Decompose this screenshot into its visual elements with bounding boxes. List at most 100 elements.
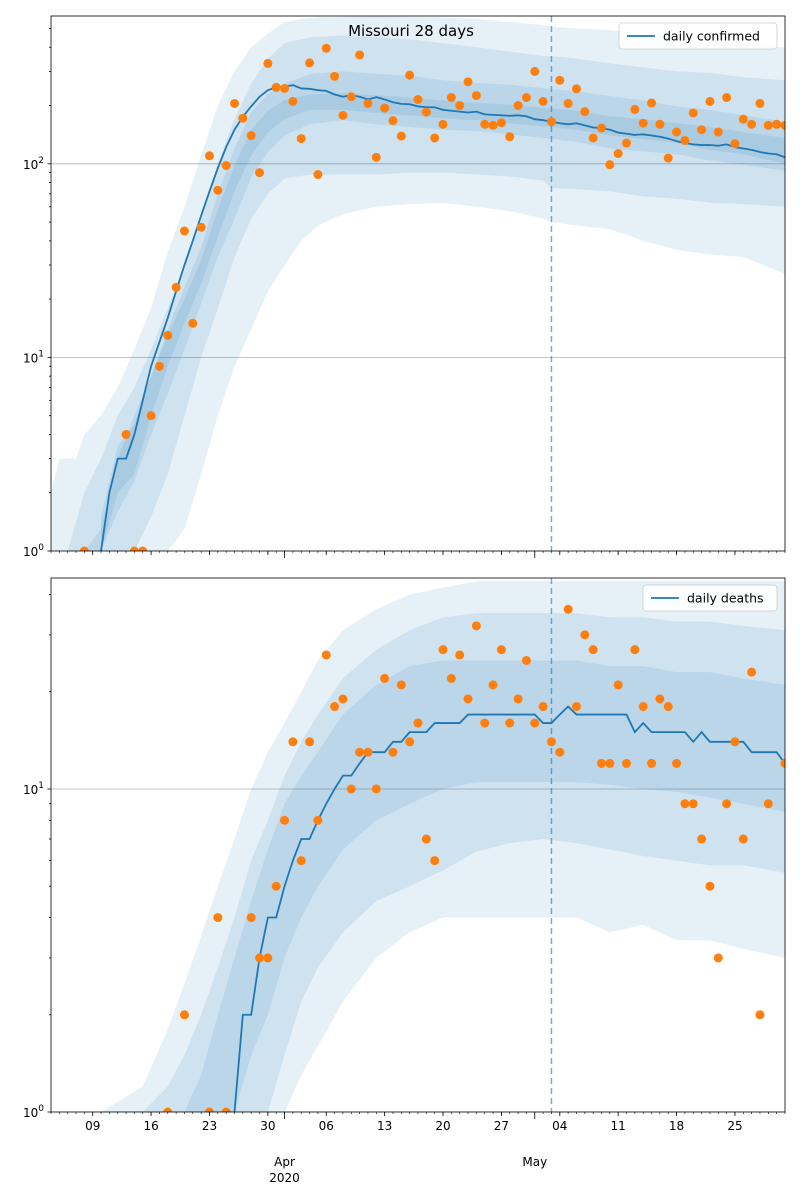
data-point: [455, 650, 465, 660]
data-point: [488, 120, 498, 130]
data-point: [405, 737, 415, 747]
data-point: [530, 718, 540, 728]
data-point: [588, 133, 598, 143]
data-point: [263, 58, 273, 68]
data-point: [280, 83, 290, 93]
y-tick-label: 102: [23, 156, 44, 172]
data-point: [730, 737, 740, 747]
data-point: [688, 108, 698, 118]
data-point: [763, 120, 773, 130]
data-point: [213, 913, 223, 923]
data-point: [680, 135, 690, 145]
x-year-label: 2020: [269, 1171, 300, 1185]
data-point: [204, 1107, 214, 1112]
data-point: [597, 123, 606, 133]
x-month-label: Apr: [274, 1155, 295, 1169]
data-point: [530, 66, 540, 76]
legend-box: [642, 584, 778, 612]
data-point: [747, 667, 757, 677]
data-point: [513, 101, 523, 111]
data-point: [697, 125, 707, 135]
data-point: [188, 318, 198, 328]
data-point: [638, 118, 648, 128]
data-point: [538, 702, 548, 712]
data-point: [405, 70, 415, 80]
plot-area: [51, 16, 785, 551]
y-tick-exponent: 0: [38, 543, 44, 553]
y-tick-exponent: 2: [38, 156, 44, 166]
data-point: [438, 645, 448, 655]
data-point: [597, 758, 606, 768]
data-point: [672, 127, 682, 137]
data-point: [655, 694, 665, 704]
band-middle: [142, 613, 785, 1112]
legend-box: [618, 22, 778, 50]
data-point: [380, 103, 390, 113]
data-point: [346, 784, 356, 794]
data-point: [555, 75, 565, 85]
data-point: [622, 138, 632, 148]
data-point: [430, 133, 440, 143]
data-point: [305, 737, 315, 747]
data-point: [221, 1107, 231, 1112]
data-point: [772, 119, 782, 129]
y-tick-label: 100: [23, 543, 44, 559]
deaths-panel: 100 101 09 16 23 30 06 13 20 27 04 11 18 25 Apr 2020 May…: [23, 577, 786, 1185]
data-point: [622, 758, 632, 768]
data-point: [647, 758, 657, 768]
data-point: [647, 98, 657, 108]
data-point: [630, 645, 640, 655]
chart-title: Missouri 28 days: [348, 22, 474, 40]
x-tick-label: 13: [377, 1119, 392, 1133]
data-point: [546, 737, 556, 747]
data-point: [697, 834, 707, 844]
data-point: [288, 96, 298, 106]
band-outer: [51, 16, 785, 551]
data-point: [505, 718, 515, 728]
data-point: [496, 118, 506, 128]
data-point: [346, 92, 356, 102]
data-point: [738, 834, 748, 844]
data-point: [288, 737, 298, 747]
data-point: [296, 134, 306, 144]
x-tick-label: 30: [260, 1119, 275, 1133]
data-point: [780, 758, 785, 768]
data-point: [713, 953, 723, 963]
data-point: [204, 151, 214, 161]
data-point: [321, 650, 331, 660]
data-point: [538, 96, 548, 106]
data-point: [371, 152, 381, 162]
data-point: [79, 546, 89, 551]
data-point: [446, 93, 456, 103]
data-point: [555, 747, 565, 757]
series-line: [100, 84, 785, 551]
y-tick-label: 101: [23, 349, 44, 365]
data-point: [571, 702, 581, 712]
data-point: [505, 132, 515, 142]
legend-label: daily deaths: [687, 591, 764, 606]
data-point: [154, 361, 164, 371]
y-tick-exponent: 1: [38, 781, 44, 791]
data-point: [296, 856, 306, 866]
data-point: [763, 799, 773, 809]
data-point: [455, 101, 465, 111]
data-point: [563, 98, 573, 108]
data-point: [396, 680, 406, 690]
data-point: [663, 702, 673, 712]
data-point: [246, 131, 256, 141]
y-tick-exponent: 0: [38, 1104, 44, 1114]
data-point: [213, 185, 223, 195]
x-tick-label: 09: [85, 1119, 100, 1133]
y-tick-label: 100: [23, 1104, 44, 1120]
plot-area: [51, 578, 785, 1112]
y-tick-exponent: 1: [38, 349, 44, 359]
data-point: [571, 84, 581, 94]
data-point: [313, 170, 323, 180]
x-axis: 09 16 23 30 06 13 20 27 04 11 18 25 Apr 2020 May: [50, 1112, 786, 1185]
data-point: [413, 718, 423, 728]
data-point: [638, 702, 648, 712]
legend: daily deaths: [642, 584, 778, 612]
